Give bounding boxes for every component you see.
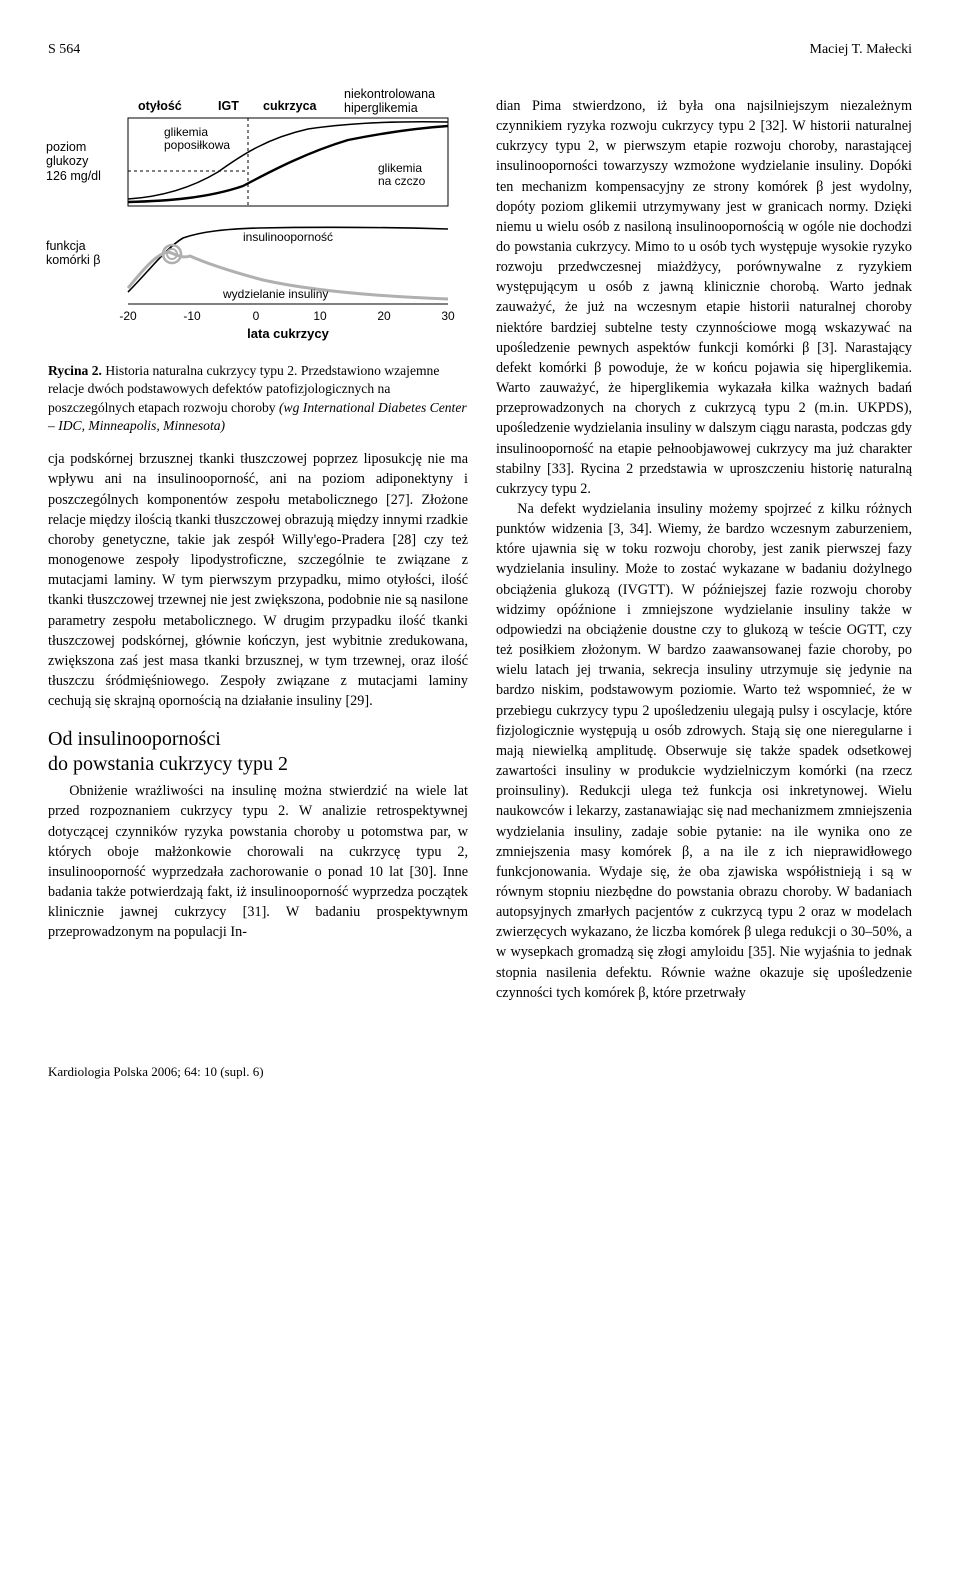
stage-uncontrolled: niekontrolowana hiperglikemia <box>344 88 435 116</box>
figure-2-caption: Rycina 2. Historia naturalna cukrzycy ty… <box>48 362 468 435</box>
right-para-2: Na defekt wydzielania insuliny możemy sp… <box>496 499 912 1003</box>
lbl-czczo: na czczo <box>378 174 426 188</box>
svg-text:-20: -20 <box>119 309 137 323</box>
lbl-glikemia: glikemia <box>164 125 208 139</box>
y-label-beta: funkcja komórki β <box>46 239 100 268</box>
figure-number: Rycina 2. <box>48 363 102 378</box>
y-label-glucose: poziom glukozy 126 mg/dl <box>46 140 101 183</box>
svg-text:10: 10 <box>313 309 327 323</box>
left-column: poziom glukozy 126 mg/dl funkcja komórki… <box>48 96 468 1003</box>
right-para-1: dian Pima stwierdzono, iż była ona najsi… <box>496 96 912 499</box>
svg-text:0: 0 <box>253 309 260 323</box>
figure-2: poziom glukozy 126 mg/dl funkcja komórki… <box>48 96 468 435</box>
section-heading: Od insulinoopornoścido powstania cukrzyc… <box>48 727 468 777</box>
page-number: S 564 <box>48 40 80 60</box>
lbl-insulinoop: insulinooporność <box>243 230 333 244</box>
stage-igt: IGT <box>218 98 239 116</box>
lbl-wydz: wydzielanie insuliny <box>222 287 328 301</box>
journal-footer: Kardiologia Polska 2006; 64: 10 (supl. 6… <box>48 1063 912 1081</box>
stage-obesity: otyłość <box>138 98 182 116</box>
stage-diabetes: cukrzyca <box>263 98 317 116</box>
svg-text:-10: -10 <box>183 309 201 323</box>
two-column-layout: poziom glukozy 126 mg/dl funkcja komórki… <box>48 96 912 1003</box>
lbl-glikemia2: glikemia <box>378 161 422 175</box>
svg-text:20: 20 <box>377 309 391 323</box>
left-para-1: cja podskórnej brzusznej tkanki tłuszczo… <box>48 449 468 711</box>
x-axis-label: lata cukrzycy <box>247 326 329 341</box>
figure-2-chart: poziom glukozy 126 mg/dl funkcja komórki… <box>48 96 468 356</box>
left-para-2: Obniżenie wrażliwości na insulinę można … <box>48 781 468 942</box>
figure-title: Historia naturalna cukrzycy typu 2. <box>105 363 297 378</box>
right-column: dian Pima stwierdzono, iż była ona najsi… <box>496 96 912 1003</box>
author-name: Maciej T. Małecki <box>810 40 913 60</box>
svg-text:30: 30 <box>441 309 455 323</box>
lbl-poposilkowa: poposiłkowa <box>164 138 230 152</box>
chart-svg: glikemia poposiłkowa glikemia na czczo <box>48 96 468 356</box>
page-header: S 564 Maciej T. Małecki <box>48 40 912 60</box>
